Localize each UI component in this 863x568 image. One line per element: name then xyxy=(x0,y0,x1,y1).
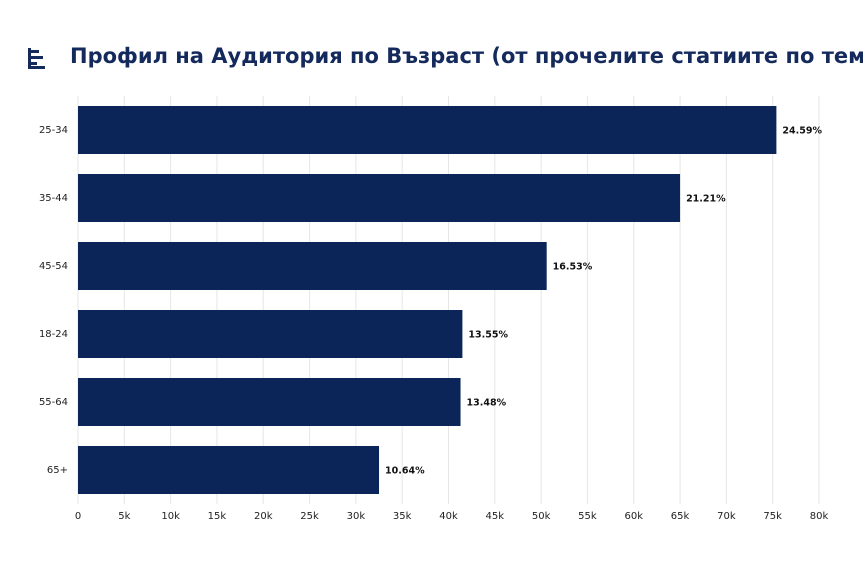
y-tick-label: 35-44 xyxy=(39,193,68,204)
x-tick-label: 30k xyxy=(347,511,366,522)
chart-title: Профил на Аудитория по Възраст (от проче… xyxy=(70,44,863,68)
x-tick-label: 65k xyxy=(671,511,690,522)
y-tick-label: 65+ xyxy=(47,465,68,476)
bar xyxy=(78,310,463,358)
bar xyxy=(78,174,681,222)
x-tick-label: 10k xyxy=(161,511,180,522)
x-tick-label: 55k xyxy=(578,511,597,522)
data-label: 16.53% xyxy=(553,262,593,273)
x-tick-label: 0 xyxy=(75,511,81,522)
x-tick-label: 25k xyxy=(300,511,319,522)
x-tick-label: 40k xyxy=(439,511,458,522)
x-tick-label: 75k xyxy=(763,511,782,522)
x-tick-label: 50k xyxy=(532,511,551,522)
x-tick-label: 15k xyxy=(208,511,227,522)
x-tick-label: 5k xyxy=(118,511,130,522)
x-tick-label: 35k xyxy=(393,511,412,522)
data-label: 13.48% xyxy=(467,398,507,409)
data-label: 13.55% xyxy=(468,330,508,341)
x-tick-label: 60k xyxy=(624,511,643,522)
y-tick-label: 18-24 xyxy=(39,329,68,340)
x-tick-label: 70k xyxy=(717,511,736,522)
y-tick-label: 25-34 xyxy=(39,125,68,136)
data-label: 21.21% xyxy=(686,194,726,205)
data-label: 24.59% xyxy=(782,126,822,137)
y-tick-label: 55-64 xyxy=(39,397,68,408)
x-tick-label: 20k xyxy=(254,511,273,522)
y-tick-label: 45-54 xyxy=(39,261,68,272)
bar xyxy=(78,446,380,494)
data-label: 10.64% xyxy=(385,466,425,477)
title-icon xyxy=(28,48,45,69)
x-tick-label: 80k xyxy=(810,511,829,522)
x-tick-label: 45k xyxy=(486,511,505,522)
bar xyxy=(78,106,777,154)
bar xyxy=(78,378,461,426)
bar xyxy=(78,242,547,290)
